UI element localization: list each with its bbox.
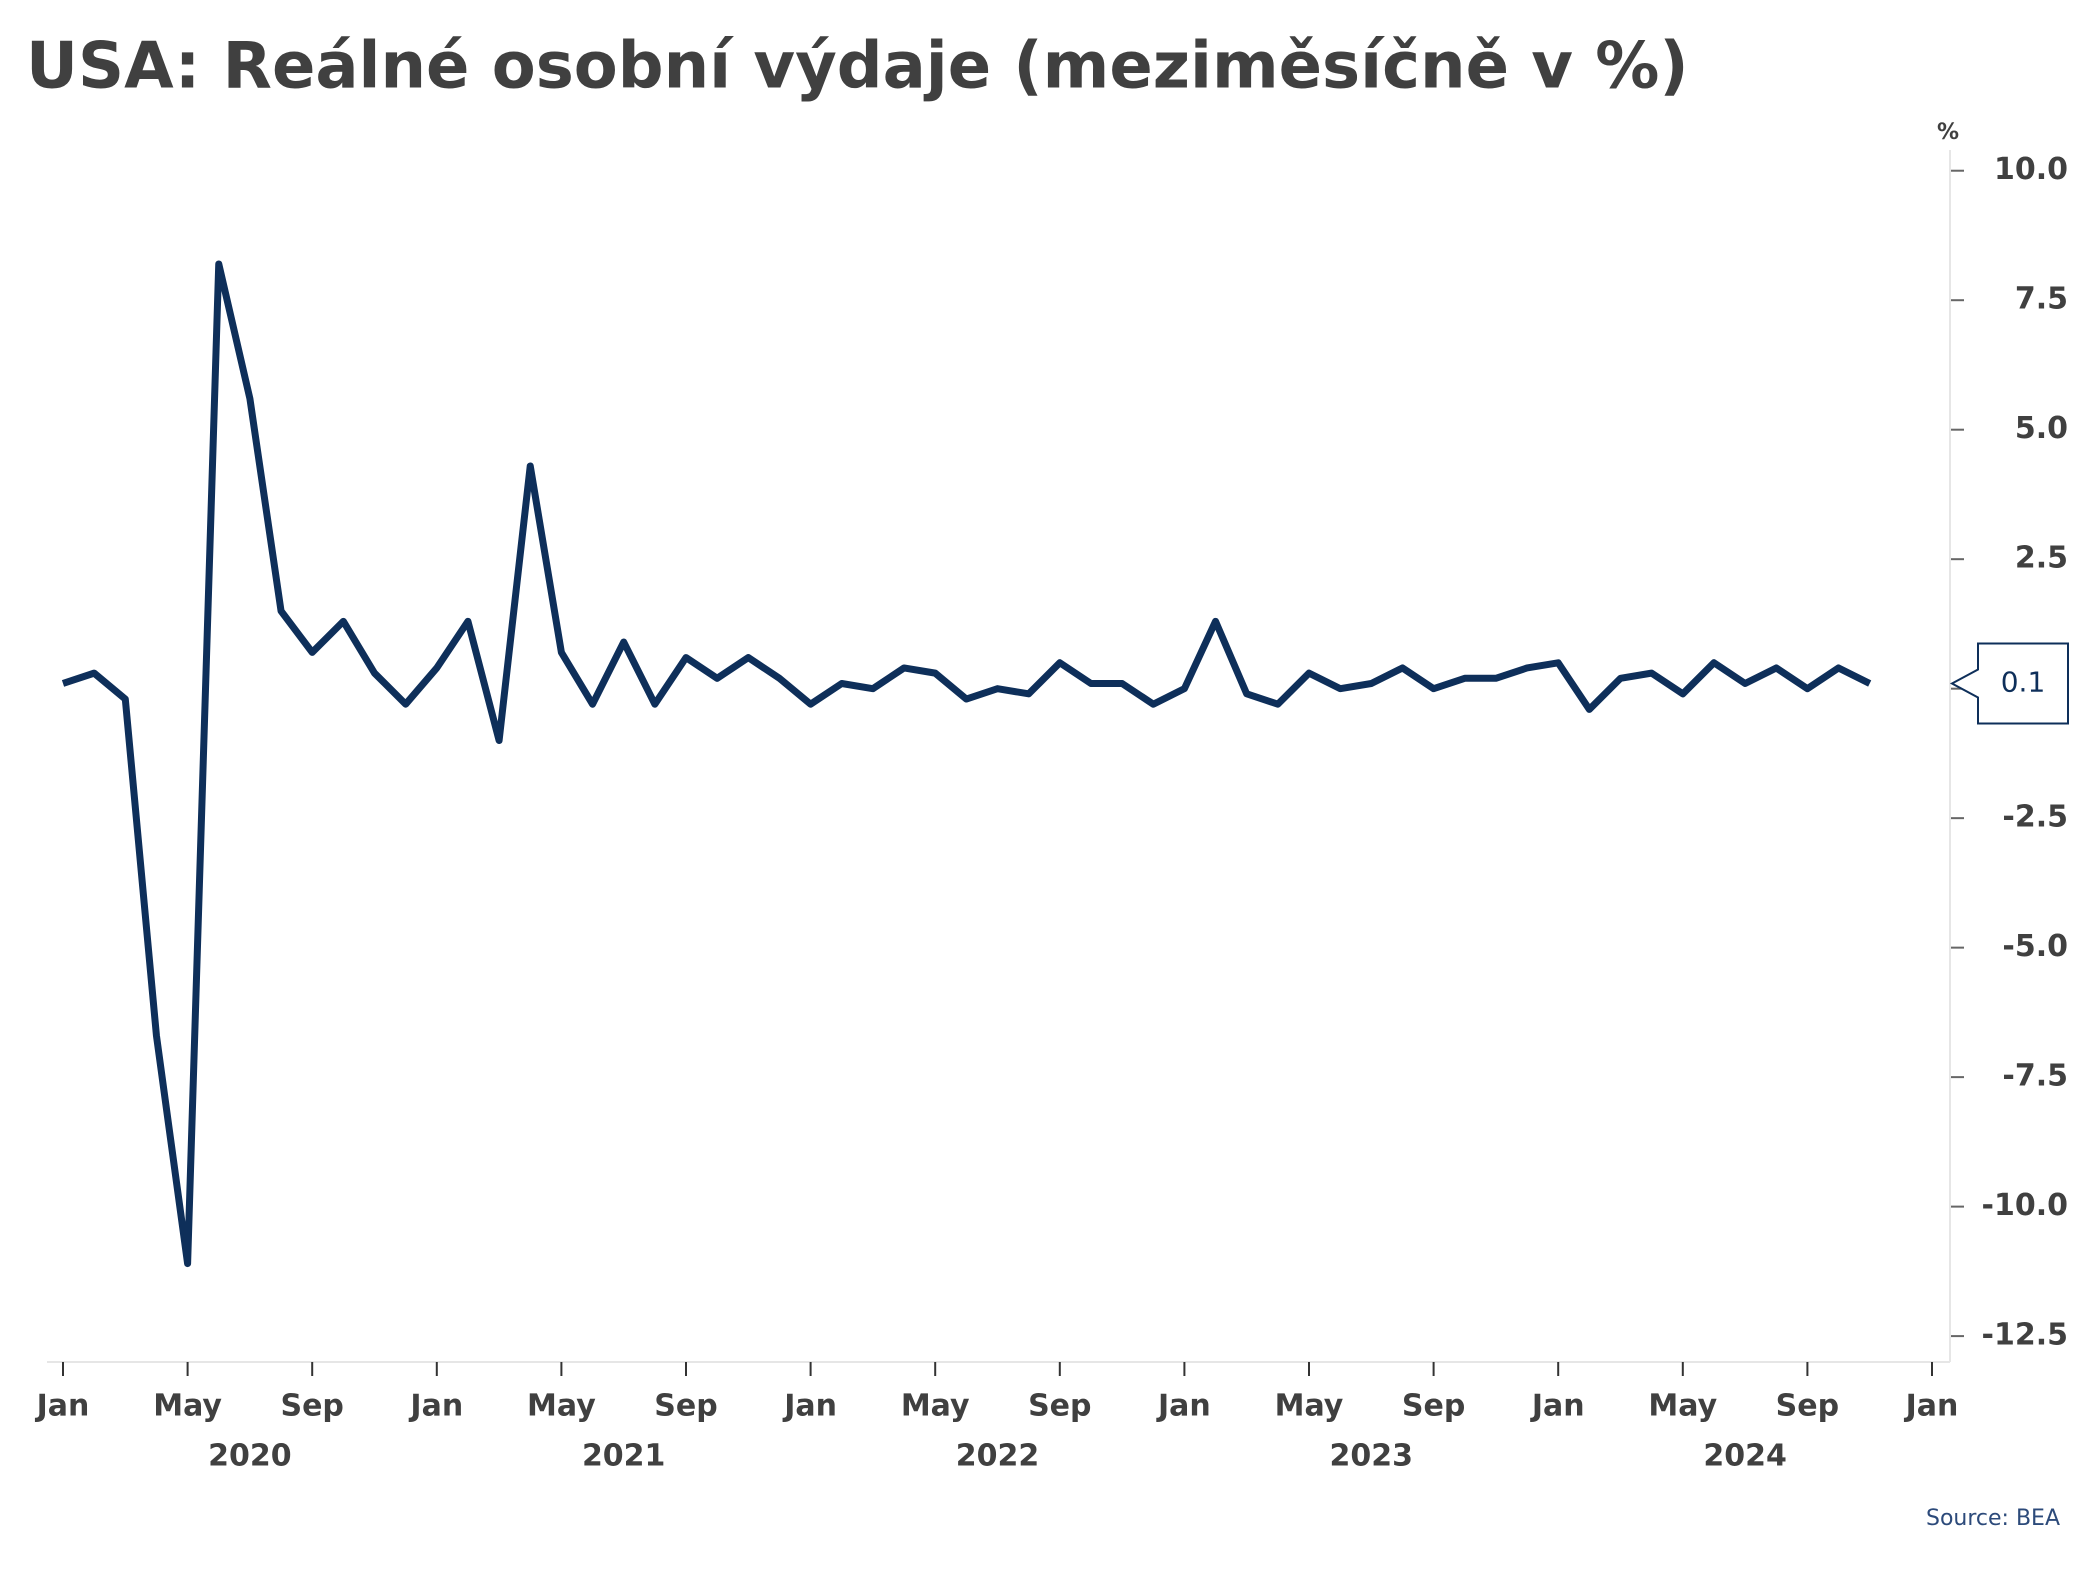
x-tick-label: Jan [782, 1389, 837, 1424]
x-tick-label: May [901, 1389, 970, 1424]
last-value-box [1949, 642, 2069, 725]
x-tick-label: Jan [1904, 1389, 1959, 1424]
y-tick-label: -2.5 [2002, 800, 2068, 835]
y-tick-label: 2.5 [2015, 541, 2068, 576]
y-tick-label: 7.5 [2015, 282, 2068, 317]
chart-title: USA: Reálné osobní výdaje (meziměsíčně v… [26, 30, 1689, 104]
x-tick-label: May [153, 1389, 222, 1424]
year-label: 2022 [956, 1439, 1040, 1474]
x-tick-label: Jan [408, 1389, 463, 1424]
source: Source: BEA [1926, 1506, 2060, 1531]
x-tick-label: May [527, 1389, 596, 1424]
x-tick-label: Sep [1028, 1389, 1091, 1424]
x-tick-label: Jan [35, 1389, 90, 1424]
y-tick-label: -10.0 [1982, 1188, 2068, 1223]
year-label: 2023 [1330, 1439, 1414, 1474]
year-label: 2021 [582, 1439, 666, 1474]
last-value-label: 0.1 [2001, 665, 2046, 698]
y-unit: % [1937, 120, 1959, 145]
data-line [61, 260, 1872, 1268]
year-label: 2024 [1703, 1439, 1787, 1474]
x-tick-label: Sep [280, 1389, 343, 1424]
y-tick-label: 10.0 [1994, 152, 2068, 187]
x-tick-label: Jan [1156, 1389, 1211, 1424]
x-tick-label: Sep [654, 1389, 717, 1424]
x-tick-label: Jan [1530, 1389, 1585, 1424]
y-tick-label: -5.0 [2002, 929, 2068, 964]
y-tick-label: 5.0 [2015, 411, 2068, 446]
y-tick-label: -12.5 [1982, 1318, 2068, 1353]
x-tick-label: May [1275, 1389, 1344, 1424]
x-tick-label: Sep [1402, 1389, 1465, 1424]
x-tick-label: May [1648, 1389, 1717, 1424]
x-tick-label: Sep [1776, 1389, 1839, 1424]
year-label: 2020 [208, 1439, 292, 1474]
y-tick-label: -7.5 [2002, 1059, 2068, 1094]
